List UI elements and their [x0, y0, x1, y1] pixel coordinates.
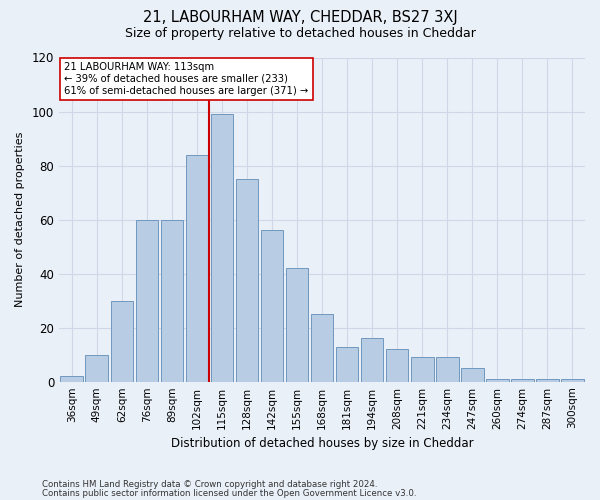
Bar — [361, 338, 383, 382]
Bar — [286, 268, 308, 382]
Bar — [386, 350, 409, 382]
Bar — [236, 179, 258, 382]
Text: 21 LABOURHAM WAY: 113sqm
← 39% of detached houses are smaller (233)
61% of semi-: 21 LABOURHAM WAY: 113sqm ← 39% of detach… — [64, 62, 308, 96]
Bar — [511, 379, 533, 382]
Bar — [411, 358, 434, 382]
Bar — [85, 354, 108, 382]
Text: Size of property relative to detached houses in Cheddar: Size of property relative to detached ho… — [125, 28, 475, 40]
Bar — [336, 346, 358, 382]
Bar — [461, 368, 484, 382]
Text: Contains HM Land Registry data © Crown copyright and database right 2024.: Contains HM Land Registry data © Crown c… — [42, 480, 377, 489]
Bar — [185, 155, 208, 382]
Bar — [136, 220, 158, 382]
Bar — [436, 358, 458, 382]
Bar — [261, 230, 283, 382]
Bar — [561, 379, 584, 382]
Bar — [536, 379, 559, 382]
X-axis label: Distribution of detached houses by size in Cheddar: Distribution of detached houses by size … — [171, 437, 473, 450]
Bar — [61, 376, 83, 382]
Y-axis label: Number of detached properties: Number of detached properties — [15, 132, 25, 308]
Bar — [486, 379, 509, 382]
Bar — [311, 314, 334, 382]
Text: 21, LABOURHAM WAY, CHEDDAR, BS27 3XJ: 21, LABOURHAM WAY, CHEDDAR, BS27 3XJ — [143, 10, 457, 25]
Bar — [161, 220, 183, 382]
Bar — [211, 114, 233, 382]
Bar — [110, 300, 133, 382]
Text: Contains public sector information licensed under the Open Government Licence v3: Contains public sector information licen… — [42, 488, 416, 498]
